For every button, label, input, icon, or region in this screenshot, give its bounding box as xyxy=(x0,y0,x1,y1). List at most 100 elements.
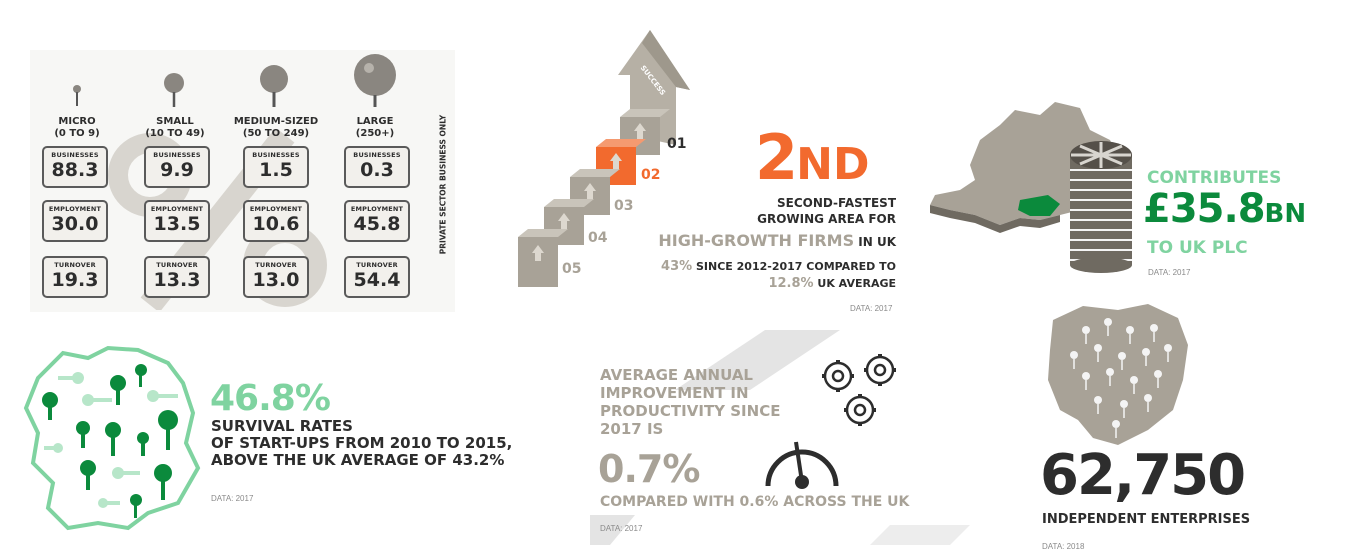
employment-small: EMPLOYMENT 13.5 xyxy=(144,200,210,242)
rank-number: 2 xyxy=(755,121,798,194)
box-value: 88.3 xyxy=(51,159,99,181)
col-name: MEDIUM-SIZED xyxy=(233,116,319,127)
col-range: (250+) xyxy=(355,128,395,139)
contribution-data-note: DATA: 2017 xyxy=(1148,268,1191,277)
coin-stack xyxy=(1070,141,1132,273)
survival-data-note: DATA: 2017 xyxy=(211,494,254,503)
enterprises-label: INDEPENDENT ENTERPRISES xyxy=(1042,512,1251,527)
col-head-large: LARGE (250+) xyxy=(330,116,420,140)
uk-map-illustration xyxy=(930,102,1132,273)
box-label: TURNOVER xyxy=(156,261,198,269)
size-bands-panel: MICRO (0 TO 9) SMALL (10 TO 49) MEDIUM-SIZ… xyxy=(30,50,455,312)
growth-highlight-suffix: IN UK xyxy=(854,235,896,249)
box-label: TURNOVER xyxy=(255,261,297,269)
box-value: 54.4 xyxy=(353,269,401,291)
box-label: EMPLOYMENT xyxy=(350,205,404,213)
box-label: BUSINESSES xyxy=(51,151,99,159)
box-label: BUSINESSES xyxy=(153,151,201,159)
growth-line2: GROWING AREA FOR xyxy=(757,212,896,226)
survival-line3: ABOVE THE UK AVERAGE OF 43.2% xyxy=(211,451,505,469)
contribution-label-top: CONTRIBUTES xyxy=(1147,168,1282,188)
productivity-line4: 2017 IS xyxy=(600,420,664,438)
survival-value: 46.8% xyxy=(210,378,331,419)
businesses-medium: BUSINESSES 1.5 xyxy=(243,146,309,188)
employment-large: EMPLOYMENT 45.8 xyxy=(344,200,410,242)
growth-highlight-line: HIGH-GROWTH FIRMS IN UK xyxy=(625,231,896,250)
box-value: 13.5 xyxy=(153,213,201,235)
region-map-pins-gray-illustration xyxy=(1048,304,1188,445)
step-label-01: 01 xyxy=(667,136,687,152)
contribution-label-bottom: TO UK PLC xyxy=(1147,238,1248,258)
col-head-small: SMALL (10 TO 49) xyxy=(130,116,220,140)
col-range: (50 TO 249) xyxy=(242,128,310,139)
step-label-05: 05 xyxy=(562,261,582,277)
productivity-compare: COMPARED WITH 0.6% ACROSS THE UK xyxy=(600,494,910,510)
productivity-value: 0.7% xyxy=(598,447,700,491)
growth-highlight: HIGH-GROWTH FIRMS xyxy=(658,231,855,250)
region-map-pins-illustration xyxy=(23,345,201,531)
pin-icon-large xyxy=(354,54,396,107)
turnover-small: TURNOVER 13.3 xyxy=(144,256,210,298)
businesses-large: BUSINESSES 0.3 xyxy=(344,146,410,188)
col-name: SMALL xyxy=(156,116,194,127)
enterprises-value: 62,750 xyxy=(1040,443,1246,508)
growth-pct2-line: 12.8% UK AVERAGE xyxy=(655,272,896,291)
step-label-04: 04 xyxy=(588,230,608,246)
productivity-data-note: DATA: 2017 xyxy=(600,524,643,533)
employment-medium: EMPLOYMENT 10.6 xyxy=(243,200,309,242)
staircase-illustration xyxy=(518,30,690,287)
productivity-line2: IMPROVEMENT IN xyxy=(600,384,749,402)
growth-panel: SUCCESS 01 02 03 04 05 2ND SECOND-FASTES… xyxy=(505,20,910,320)
col-range: (0 TO 9) xyxy=(54,128,100,139)
pin-icon-medium xyxy=(260,65,288,107)
survival-line1: SURVIVAL RATES xyxy=(211,417,353,435)
growth-pct1: 43% xyxy=(661,259,693,274)
step-label-03: 03 xyxy=(614,198,634,214)
turnover-micro: TURNOVER 19.3 xyxy=(42,256,108,298)
pin-icon-small xyxy=(164,73,184,107)
box-value: 30.0 xyxy=(51,213,99,235)
turnover-large: TURNOVER 54.4 xyxy=(344,256,410,298)
box-label: EMPLOYMENT xyxy=(249,205,303,213)
box-value: 45.8 xyxy=(353,213,401,235)
gauge-icon xyxy=(765,441,839,489)
box-value: 13.0 xyxy=(252,269,300,291)
businesses-small: BUSINESSES 9.9 xyxy=(144,146,210,188)
enterprises-panel: 62,750 INDEPENDENT ENTERPRISES DATA: 201… xyxy=(1030,298,1340,553)
box-label: EMPLOYMENT xyxy=(150,205,204,213)
box-value: 1.5 xyxy=(259,159,293,181)
box-label: BUSINESSES xyxy=(252,151,300,159)
rank-heading: 2ND xyxy=(755,127,870,204)
growth-pct2: 12.8% xyxy=(768,276,814,291)
survival-panel: 46.8% SURVIVAL RATES OF START-UPS FROM 2… xyxy=(18,338,583,533)
box-value: 13.3 xyxy=(153,269,201,291)
col-head-micro: MICRO (0 TO 9) xyxy=(32,116,122,140)
turnover-medium: TURNOVER 13.0 xyxy=(243,256,309,298)
contribution-unit: BN xyxy=(1264,199,1307,229)
businesses-micro: BUSINESSES 88.3 xyxy=(42,146,108,188)
employment-micro: EMPLOYMENT 30.0 xyxy=(42,200,108,242)
box-label: BUSINESSES xyxy=(353,151,401,159)
box-label: TURNOVER xyxy=(54,261,96,269)
survival-line2: OF START-UPS FROM 2010 TO 2015, xyxy=(211,434,513,452)
enterprises-data-note: DATA: 2018 xyxy=(1042,542,1085,551)
side-note-text: PRIVATE SECTOR BUSINESS ONLY xyxy=(438,114,448,255)
col-head-medium: MEDIUM-SIZED (50 TO 249) xyxy=(230,116,322,140)
private-sector-note: PRIVATE SECTOR BUSINESS ONLY xyxy=(433,96,448,276)
box-label: EMPLOYMENT xyxy=(48,205,102,213)
growth-data-note: DATA: 2017 xyxy=(850,304,893,313)
rank-suffix: ND xyxy=(796,139,870,190)
box-label: TURNOVER xyxy=(356,261,398,269)
growth-pct2-text: UK AVERAGE xyxy=(813,277,896,290)
box-value: 10.6 xyxy=(252,213,300,235)
pin-icon-micro xyxy=(73,85,81,106)
step-label-02: 02 xyxy=(641,167,661,183)
productivity-panel: AVERAGE ANNUAL IMPROVEMENT IN PRODUCTIVI… xyxy=(590,330,1010,545)
background-chevrons xyxy=(590,330,970,545)
contribution-amount: £35.8 xyxy=(1143,186,1266,232)
box-value: 9.9 xyxy=(160,159,194,181)
productivity-line3: PRODUCTIVITY SINCE xyxy=(600,402,781,420)
col-name: MICRO xyxy=(58,116,96,127)
growth-pct1-line: 43% SINCE 2012-2017 COMPARED TO xyxy=(595,255,896,274)
productivity-line1: AVERAGE ANNUAL xyxy=(600,366,753,384)
